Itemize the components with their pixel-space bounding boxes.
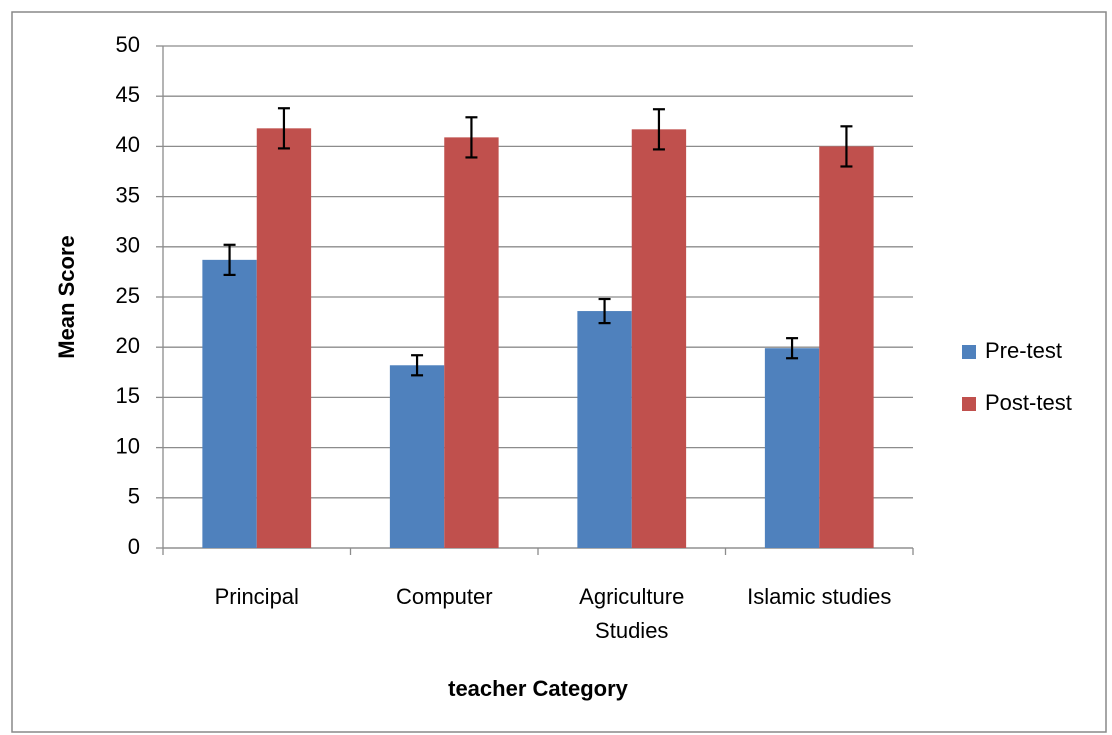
y-tick-label: 15	[116, 383, 140, 408]
x-tick-label: Agriculture Studies	[579, 584, 685, 643]
bar	[577, 311, 632, 548]
y-tick-label: 5	[128, 484, 140, 509]
legend-label: Pre-test	[985, 338, 1062, 363]
bar	[631, 129, 687, 548]
x-axis-title: teacher Category	[448, 676, 629, 701]
x-tick-label: Principal	[214, 584, 299, 609]
y-tick-label: 0	[128, 534, 140, 559]
y-tick-label: 10	[116, 433, 140, 458]
x-tick-label: Computer	[395, 584, 493, 609]
y-tick-label: 40	[116, 132, 140, 157]
y-tick-label: 50	[116, 32, 140, 57]
legend-swatch	[962, 345, 976, 359]
legend-swatch	[962, 397, 976, 411]
bar	[764, 348, 820, 548]
y-tick-label: 35	[116, 182, 140, 207]
x-tick-label: Islamic studies	[747, 584, 892, 609]
y-tick-label: 30	[116, 233, 140, 258]
bar	[444, 137, 499, 548]
y-tick-label: 25	[116, 283, 140, 308]
legend-label: Post-test	[985, 390, 1072, 415]
y-axis-title: Mean Score	[54, 235, 79, 359]
bar	[819, 146, 874, 548]
chart-border	[11, 11, 1107, 733]
bar	[202, 259, 257, 548]
y-tick-label: 45	[116, 82, 140, 107]
bar	[389, 365, 445, 548]
y-tick-label: 20	[116, 333, 140, 358]
bar	[256, 128, 312, 548]
